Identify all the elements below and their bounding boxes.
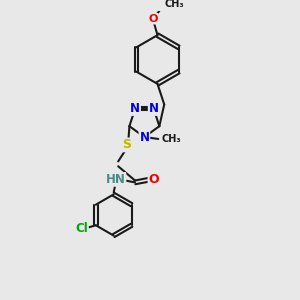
Text: CH₃: CH₃: [165, 0, 184, 9]
Text: O: O: [148, 173, 159, 186]
Text: S: S: [122, 138, 131, 152]
Text: N: N: [130, 102, 140, 115]
Text: HN: HN: [106, 173, 125, 186]
Text: CH₃: CH₃: [161, 134, 181, 144]
Text: O: O: [148, 14, 158, 24]
Text: N: N: [148, 102, 159, 115]
Text: N: N: [140, 130, 149, 144]
Text: Cl: Cl: [75, 222, 88, 235]
